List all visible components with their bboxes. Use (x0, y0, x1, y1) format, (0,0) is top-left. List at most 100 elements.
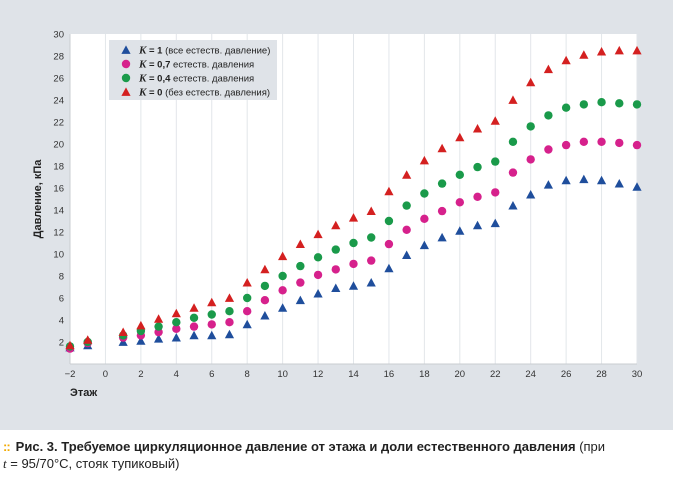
y-tick-label: 22 (53, 118, 64, 129)
data-point (313, 270, 323, 280)
data-point (278, 303, 288, 312)
data-point (172, 318, 181, 327)
data-point (136, 336, 146, 345)
data-point (402, 170, 412, 179)
data-point (544, 145, 553, 154)
data-point (579, 137, 589, 146)
data-point (242, 307, 252, 316)
chart-panel: 2 4 6 8 10 12 14 16 18 20 22 24 26 28 30 −2 0 2 4 6 8 10 12 14… (0, 0, 673, 430)
x-tick-label: 30 (632, 369, 643, 380)
data-point (367, 256, 376, 265)
data-point (189, 303, 199, 312)
x-tick-label: 10 (277, 369, 288, 380)
y-tick-label: 6 (59, 294, 64, 305)
data-point (419, 155, 429, 165)
data-point (278, 286, 287, 295)
data-point (597, 98, 606, 107)
data-point (632, 100, 642, 109)
caption-t-symbol: t (3, 456, 7, 471)
caption-rest: = 95/70°C, стояк тупиковый) (6, 456, 180, 471)
data-point (278, 271, 287, 281)
data-point (437, 179, 447, 188)
data-point (508, 201, 518, 210)
y-tick-label: 20 (53, 140, 64, 151)
series-4 (65, 45, 642, 350)
data-point (296, 278, 305, 287)
x-tick-label: 24 (525, 369, 536, 380)
data-point (384, 239, 394, 249)
data-point (508, 95, 518, 104)
data-point (490, 116, 500, 125)
data-point (508, 137, 518, 146)
data-point (473, 192, 482, 201)
data-point (331, 265, 340, 274)
data-point (384, 216, 394, 226)
data-point (65, 340, 75, 350)
data-point (561, 55, 571, 65)
data-point (579, 50, 589, 59)
data-point (508, 168, 518, 177)
data-point (349, 259, 358, 269)
data-point (597, 137, 606, 146)
data-point (455, 170, 465, 179)
data-point (596, 175, 607, 185)
legend-entry: K = 0 (без естеств. давления) (138, 87, 270, 99)
data-point (526, 77, 536, 87)
data-point (260, 296, 270, 305)
data-point (295, 295, 305, 305)
legend-entry: K = 0,7 естеств. давления (138, 59, 254, 71)
x-tick-label: 2 (138, 369, 143, 380)
data-point (632, 140, 642, 150)
data-point (561, 175, 571, 185)
x-tick-label: 26 (561, 369, 572, 380)
data-point (596, 47, 607, 56)
data-point (207, 320, 216, 329)
data-point (561, 103, 571, 112)
data-point (224, 293, 235, 302)
data-point (544, 111, 553, 120)
caption-paren: (при (575, 439, 606, 454)
x-tick-labels: −2 0 2 4 6 8 10 12 14 16 18 20 22 24 26 28 30 (65, 369, 643, 380)
y-tick-label: 30 (53, 30, 64, 41)
legend-entry: K = 1 (все естеств. давление) (138, 45, 270, 57)
y-tick-label: 10 (53, 250, 64, 261)
data-point (118, 327, 128, 337)
data-point (384, 186, 394, 196)
data-point (579, 100, 589, 109)
data-point (242, 293, 252, 303)
y-tick-label: 16 (53, 184, 64, 195)
data-point (207, 297, 217, 307)
legend-entry: K = 0,4 естеств. давления (138, 73, 254, 85)
data-point (615, 99, 624, 108)
data-point (526, 155, 535, 164)
data-point (402, 250, 412, 260)
data-point (225, 318, 234, 327)
data-point (136, 320, 146, 330)
x-tick-label: 18 (419, 369, 430, 380)
y-tick-label: 18 (53, 162, 64, 173)
data-point (313, 229, 323, 239)
data-point (207, 330, 217, 340)
data-point (153, 314, 164, 323)
data-point (260, 311, 270, 320)
legend-marker (121, 87, 131, 96)
data-point (278, 251, 288, 261)
x-tick-label: 0 (103, 369, 108, 380)
data-point (419, 240, 429, 250)
y-axis-title: Давление, кПа (32, 159, 44, 239)
x-tick-label: 4 (174, 369, 179, 380)
data-point (171, 308, 181, 318)
data-point (526, 190, 536, 199)
data-point (296, 261, 305, 271)
data-point (473, 162, 482, 172)
data-point (455, 198, 465, 207)
y-tick-label: 24 (53, 96, 64, 107)
data-point (455, 226, 465, 235)
data-point (331, 220, 341, 230)
data-point (83, 335, 93, 344)
data-point (402, 201, 411, 210)
data-point (349, 238, 358, 248)
data-point (543, 64, 554, 74)
